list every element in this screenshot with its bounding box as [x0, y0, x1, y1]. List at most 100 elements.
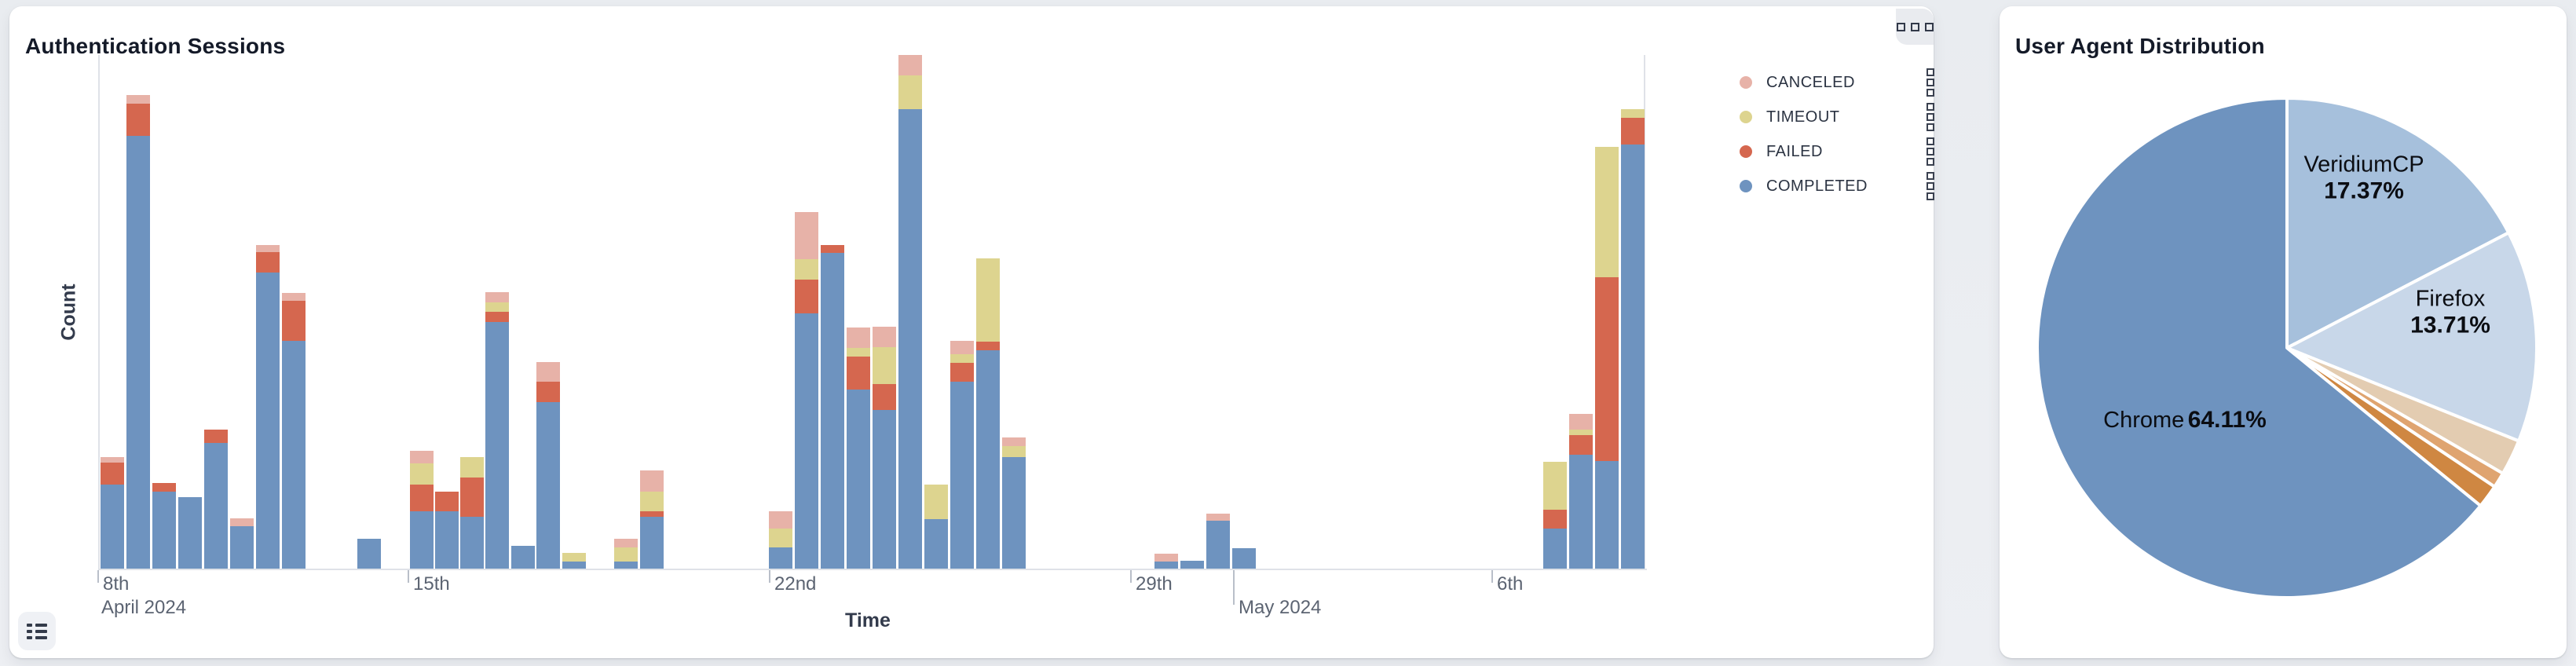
panel-menu-button[interactable]	[1896, 9, 1934, 45]
bar-segment-canceled	[485, 292, 509, 302]
stacked-bar	[562, 553, 586, 569]
stacked-bar	[1543, 462, 1567, 569]
legend-item-timeout[interactable]: TIMEOUT	[1740, 100, 1937, 134]
bar-segment-canceled	[1002, 437, 1026, 446]
bar-segment-canceled	[101, 457, 124, 463]
bar-segment-canceled	[847, 328, 870, 348]
x-tick-label: 22nd	[774, 573, 817, 595]
bar-segment-completed	[410, 511, 434, 569]
square-dot-icon	[1924, 22, 1934, 31]
square-dot-icon	[1910, 22, 1919, 31]
legend-dot-icon	[1740, 76, 1752, 89]
bar-segment-completed	[821, 253, 844, 569]
stacked-bar	[795, 212, 818, 569]
bar-segment-completed	[357, 539, 381, 569]
x-tick	[97, 570, 99, 583]
bar-segment-failed	[1569, 435, 1593, 455]
bar-segment-failed	[536, 382, 560, 402]
bar-segment-timeout	[873, 347, 896, 384]
bar-segment-completed	[485, 322, 509, 569]
stacked-bar	[640, 470, 664, 569]
stacked-bar	[410, 451, 434, 569]
bar-segment-completed	[101, 485, 124, 569]
stacked-bar	[256, 245, 280, 569]
bar-segment-completed	[1543, 529, 1567, 569]
bar-segment-timeout	[976, 258, 1000, 342]
stacked-bar	[357, 539, 381, 569]
legend-label: FAILED	[1766, 142, 1823, 160]
legend-item-failed[interactable]: FAILED	[1740, 134, 1937, 169]
pie-label-chrome: Chrome 64.11%	[2103, 407, 2267, 433]
x-tick-label: 6th	[1497, 573, 1524, 595]
legend-dot-icon	[1740, 145, 1752, 158]
stacked-bar	[1154, 554, 1178, 569]
stacked-bar	[847, 328, 870, 569]
bar-segment-completed	[1154, 562, 1178, 569]
x-axis-title: Time	[845, 609, 891, 631]
series-menu-icon[interactable]	[1927, 103, 1937, 131]
bar-segment-failed	[976, 342, 1000, 350]
list-view-button[interactable]	[18, 612, 56, 650]
x-month-label: April 2024	[101, 597, 187, 618]
stacked-bar	[178, 497, 202, 569]
user-agent-title: User Agent Distribution	[2015, 34, 2265, 59]
bar-segment-canceled	[126, 95, 150, 104]
series-menu-icon[interactable]	[1927, 137, 1937, 166]
bar-segment-failed	[640, 511, 664, 517]
bar-segment-failed	[950, 363, 974, 382]
bar-segment-canceled	[898, 55, 922, 75]
bar-segment-timeout	[1543, 462, 1567, 510]
series-menu-icon[interactable]	[1927, 68, 1937, 97]
series-menu-icon[interactable]	[1927, 172, 1937, 200]
stacked-bar	[1002, 437, 1026, 569]
user-agent-panel: User Agent Distribution VeridiumCP 17.37%…	[2000, 6, 2567, 658]
x-axis-line	[98, 569, 1647, 570]
bar-segment-completed	[614, 562, 638, 569]
stacked-bar	[1621, 109, 1645, 569]
bar-segment-failed	[821, 245, 844, 253]
bar-segment-canceled	[873, 327, 896, 347]
legend-dot-icon	[1740, 111, 1752, 123]
stacked-bar	[769, 511, 792, 569]
stacked-bar	[204, 430, 228, 569]
bar-segment-timeout	[562, 553, 586, 562]
legend-item-canceled[interactable]: CANCELED	[1740, 65, 1937, 100]
bar-segment-timeout	[485, 302, 509, 312]
bar-segment-failed	[873, 384, 896, 410]
bar-segment-completed	[1206, 521, 1230, 569]
legend-dot-icon	[1740, 180, 1752, 192]
bar-segment-completed	[640, 517, 664, 569]
plot-right-border	[1644, 55, 1645, 570]
stacked-bar	[126, 95, 150, 569]
y-axis-line	[98, 55, 100, 570]
square-dot-icon	[1896, 22, 1905, 31]
bar-segment-failed	[410, 485, 434, 511]
x-tick	[1130, 570, 1132, 583]
bar-segment-timeout	[1621, 109, 1645, 118]
legend-item-completed[interactable]: COMPLETED	[1740, 169, 1937, 203]
pie-slice-veridiumcp	[2285, 97, 2511, 349]
bar-segment-failed	[1621, 118, 1645, 145]
bar-segment-completed	[976, 350, 1000, 569]
stacked-bar	[1595, 147, 1619, 569]
bar-segment-canceled	[256, 245, 280, 252]
stacked-bar	[152, 483, 176, 569]
bar-segment-failed	[485, 312, 509, 322]
bar-segment-canceled	[536, 362, 560, 382]
stacked-bar	[536, 362, 560, 569]
bar-segment-timeout	[1595, 147, 1619, 277]
bar-segment-canceled	[795, 212, 818, 259]
stacked-bar	[898, 55, 922, 569]
list-icon	[27, 623, 47, 639]
bar-segment-completed	[511, 546, 535, 569]
bar-segment-timeout	[640, 492, 664, 511]
stacked-bar	[1569, 414, 1593, 569]
stacked-bar	[282, 293, 306, 569]
bar-segment-canceled	[640, 470, 664, 492]
bar-segment-canceled	[614, 539, 638, 547]
x-tick-label: 15th	[413, 573, 450, 595]
bar-segment-completed	[152, 492, 176, 569]
x-tick-label: 29th	[1136, 573, 1173, 595]
bar-segment-completed	[1569, 455, 1593, 569]
bar-segment-timeout	[410, 463, 434, 485]
